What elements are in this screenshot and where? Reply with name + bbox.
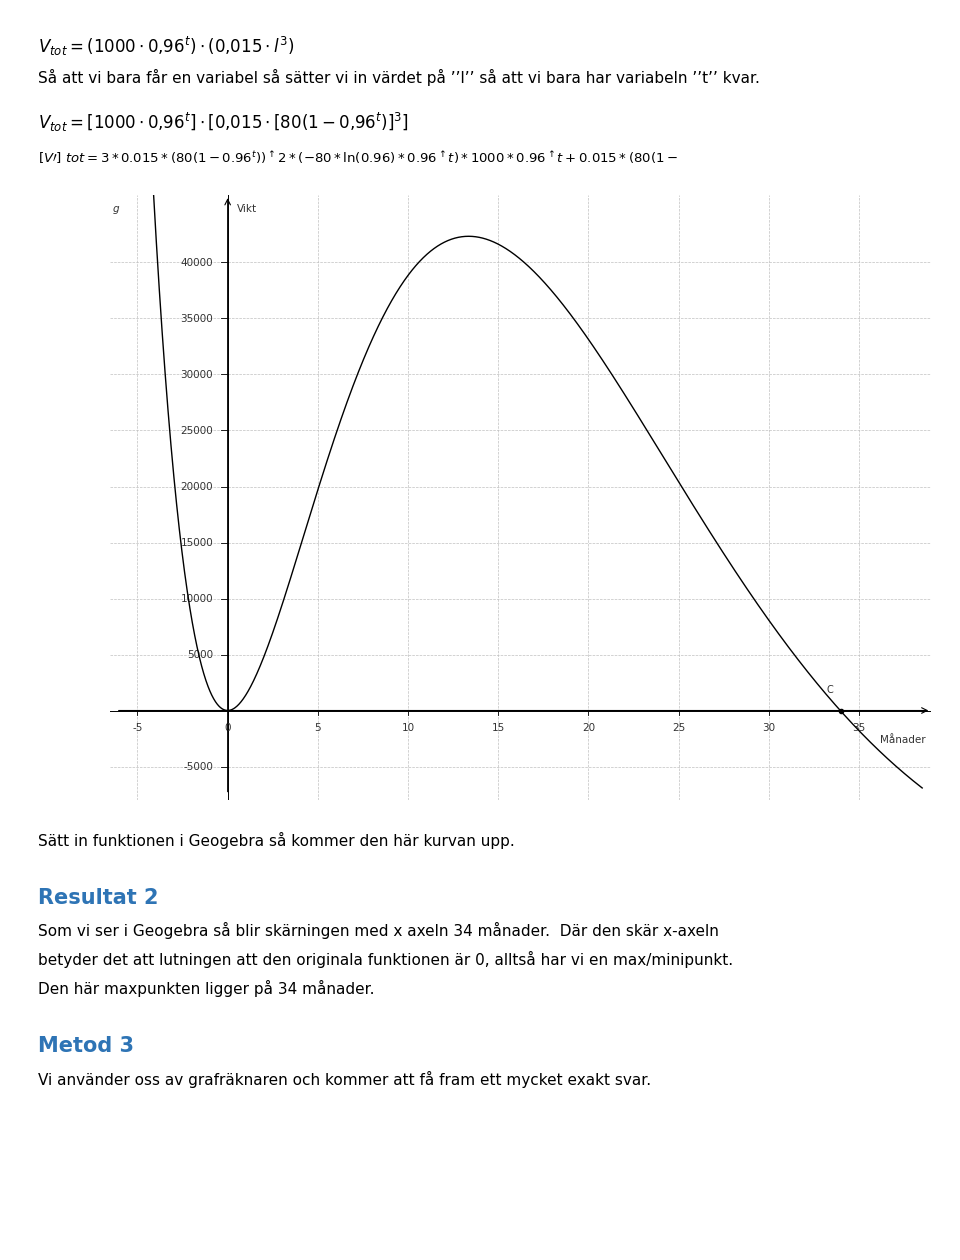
Text: 30000: 30000 xyxy=(180,369,213,379)
Text: 30: 30 xyxy=(762,722,776,732)
Text: Månader: Månader xyxy=(880,735,925,745)
Text: g: g xyxy=(112,204,119,214)
Text: -5: -5 xyxy=(132,722,143,732)
Text: $[\mathit{V\prime}]\ \mathit{tot} = 3 * 0.015 * (80(1 - 0.96^t))^{\uparrow}2 * (: $[\mathit{V\prime}]\ \mathit{tot} = 3 * … xyxy=(38,149,679,165)
Text: 15000: 15000 xyxy=(180,538,213,548)
Text: Sätt in funktionen i Geogebra så kommer den här kurvan upp.: Sätt in funktionen i Geogebra så kommer … xyxy=(38,832,516,849)
Text: 25: 25 xyxy=(672,722,685,732)
Text: 10: 10 xyxy=(401,722,415,732)
Text: Metod 3: Metod 3 xyxy=(38,1036,134,1056)
Text: 5: 5 xyxy=(315,722,322,732)
Text: 15: 15 xyxy=(492,722,505,732)
Text: 20000: 20000 xyxy=(180,481,213,491)
Text: 10000: 10000 xyxy=(180,593,213,604)
Text: betyder det att lutningen att den originala funktionen är 0, alltså har vi en ma: betyder det att lutningen att den origin… xyxy=(38,951,733,969)
Text: Resultat 2: Resultat 2 xyxy=(38,888,159,908)
Text: 35: 35 xyxy=(852,722,866,732)
Text: Den här maxpunkten ligger på 34 månader.: Den här maxpunkten ligger på 34 månader. xyxy=(38,980,375,998)
Text: Vi använder oss av grafräknaren och kommer att få fram ett mycket exakt svar.: Vi använder oss av grafräknaren och komm… xyxy=(38,1071,652,1089)
Text: 35000: 35000 xyxy=(180,314,213,324)
Text: Som vi ser i Geogebra så blir skärningen med x axeln 34 månader.  Där den skär x: Som vi ser i Geogebra så blir skärningen… xyxy=(38,922,719,940)
Text: $V_{tot} = [1000 \cdot 0{,}96^t] \cdot [0{,}015 \cdot [80(1 - 0{,}96^t)]^3]$: $V_{tot} = [1000 \cdot 0{,}96^t] \cdot [… xyxy=(38,111,409,134)
Text: 40000: 40000 xyxy=(180,257,213,267)
Text: 0: 0 xyxy=(225,722,231,732)
Text: Så att vi bara får en variabel så sätter vi in värdet på ’’l’’ så att vi bara ha: Så att vi bara får en variabel så sätter… xyxy=(38,69,760,87)
Text: 25000: 25000 xyxy=(180,426,213,436)
Text: Vikt: Vikt xyxy=(237,204,257,214)
Text: $V_{tot} = (1000 \cdot 0{,}96^t) \cdot (0{,}015 \cdot l^3)$: $V_{tot} = (1000 \cdot 0{,}96^t) \cdot (… xyxy=(38,35,295,58)
Text: -5000: -5000 xyxy=(183,761,213,771)
Text: C: C xyxy=(827,684,833,694)
Text: 5000: 5000 xyxy=(187,649,213,659)
Text: 20: 20 xyxy=(582,722,595,732)
